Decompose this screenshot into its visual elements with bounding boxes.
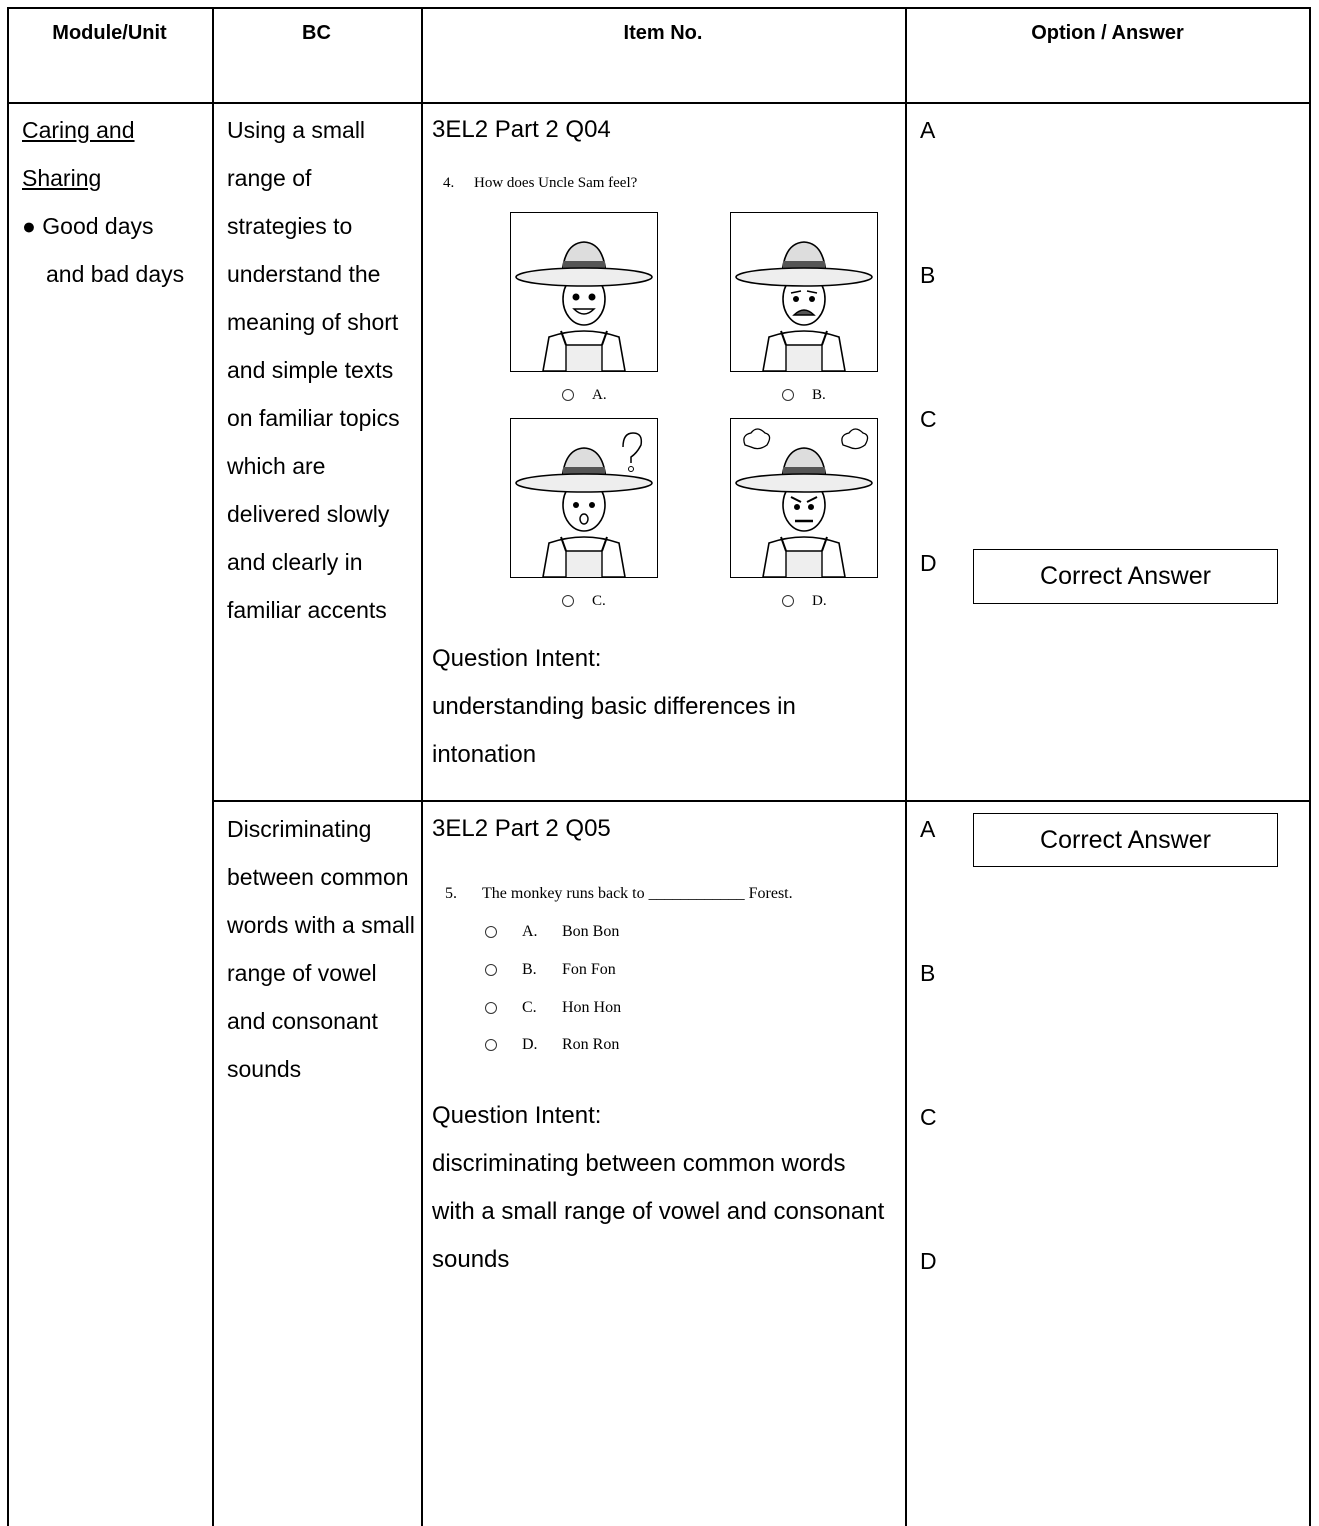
intent-text: discriminating between common words with… bbox=[432, 1150, 885, 1273]
border bbox=[212, 7, 214, 1526]
border bbox=[905, 7, 907, 1526]
module-topic: ● Good days and bad days bbox=[22, 213, 185, 287]
choice-letter: B. bbox=[812, 387, 826, 403]
picture-d bbox=[730, 418, 878, 578]
option-letter: A bbox=[920, 816, 936, 842]
question-number: 4. bbox=[443, 175, 455, 191]
choice-letter: B. bbox=[522, 961, 537, 978]
steam bbox=[743, 428, 771, 450]
option-letter: B bbox=[920, 960, 936, 986]
steam bbox=[841, 428, 869, 450]
bc-text: Discriminating between common words with… bbox=[227, 816, 415, 1082]
border bbox=[212, 800, 1311, 802]
choice-text: Bon Bon bbox=[562, 923, 620, 940]
choice-letter: C. bbox=[522, 999, 537, 1016]
radio bbox=[485, 1039, 497, 1051]
eye bbox=[808, 504, 814, 510]
mouth bbox=[572, 308, 596, 315]
eye bbox=[589, 502, 595, 508]
farmer bbox=[515, 447, 653, 577]
intent-text: understanding basic differences in inton… bbox=[432, 693, 796, 768]
item-code: 3EL2 Part 2 Q04 bbox=[432, 116, 611, 143]
choice-text: Fon Fon bbox=[562, 961, 616, 978]
border bbox=[7, 7, 9, 1526]
module-title: Caring and Sharing bbox=[22, 117, 135, 191]
choice-text: Hon Hon bbox=[562, 999, 622, 1016]
header-cell: Item No. bbox=[623, 22, 703, 44]
choice-letter: A. bbox=[592, 387, 607, 403]
eye bbox=[793, 296, 799, 302]
correct-answer: Correct Answer bbox=[973, 549, 1278, 604]
mouth bbox=[579, 513, 589, 525]
radio bbox=[562, 389, 574, 401]
radio bbox=[562, 595, 574, 607]
question-number: 5. bbox=[445, 885, 457, 902]
picture-b bbox=[730, 212, 878, 372]
radio bbox=[485, 1002, 497, 1014]
radio bbox=[782, 595, 794, 607]
eye bbox=[573, 502, 579, 508]
choice-letter: D. bbox=[812, 593, 827, 609]
question-dot bbox=[628, 466, 634, 472]
intent-label: Question Intent: bbox=[432, 645, 602, 672]
radio bbox=[782, 389, 794, 401]
question: How does Uncle Sam feel? bbox=[474, 175, 638, 191]
bc-text: Using a small range of strategies to und… bbox=[227, 117, 400, 623]
choice-letter: C. bbox=[592, 593, 606, 609]
radio bbox=[485, 926, 497, 938]
header-cell: BC bbox=[302, 22, 331, 44]
picture-c bbox=[510, 418, 658, 578]
option-letter: C bbox=[920, 1104, 937, 1130]
border bbox=[421, 7, 423, 1526]
option-letter: A bbox=[920, 117, 936, 143]
eye bbox=[809, 296, 815, 302]
eye bbox=[588, 293, 596, 301]
item-code: 3EL2 Part 2 Q05 bbox=[432, 815, 611, 842]
option-letter: D bbox=[920, 1248, 937, 1274]
option-letter: C bbox=[920, 406, 937, 432]
eye bbox=[794, 504, 800, 510]
farmer bbox=[735, 241, 873, 371]
option-letter: D bbox=[920, 550, 937, 576]
radio bbox=[485, 964, 497, 976]
picture-a bbox=[510, 212, 658, 372]
intent-label: Question Intent: bbox=[432, 1102, 602, 1129]
question: The monkey runs back to ____________ For… bbox=[482, 885, 793, 902]
choice-letter: D. bbox=[522, 1036, 538, 1053]
header-cell: Option / Answer bbox=[1031, 22, 1184, 44]
brows bbox=[790, 496, 818, 503]
border bbox=[7, 7, 1311, 9]
farmer bbox=[735, 447, 873, 577]
option-letter: B bbox=[920, 262, 936, 288]
choice-text: Ron Ron bbox=[562, 1036, 620, 1053]
header-cell: Module/Unit bbox=[52, 22, 167, 44]
correct-answer: Correct Answer bbox=[973, 813, 1278, 867]
border bbox=[1309, 7, 1311, 1526]
mouth bbox=[792, 309, 816, 316]
brows bbox=[790, 290, 818, 294]
eye bbox=[572, 293, 580, 301]
farmer bbox=[515, 241, 653, 371]
question-mark bbox=[622, 432, 643, 463]
border bbox=[7, 102, 1311, 104]
choice-letter: A. bbox=[522, 923, 538, 940]
